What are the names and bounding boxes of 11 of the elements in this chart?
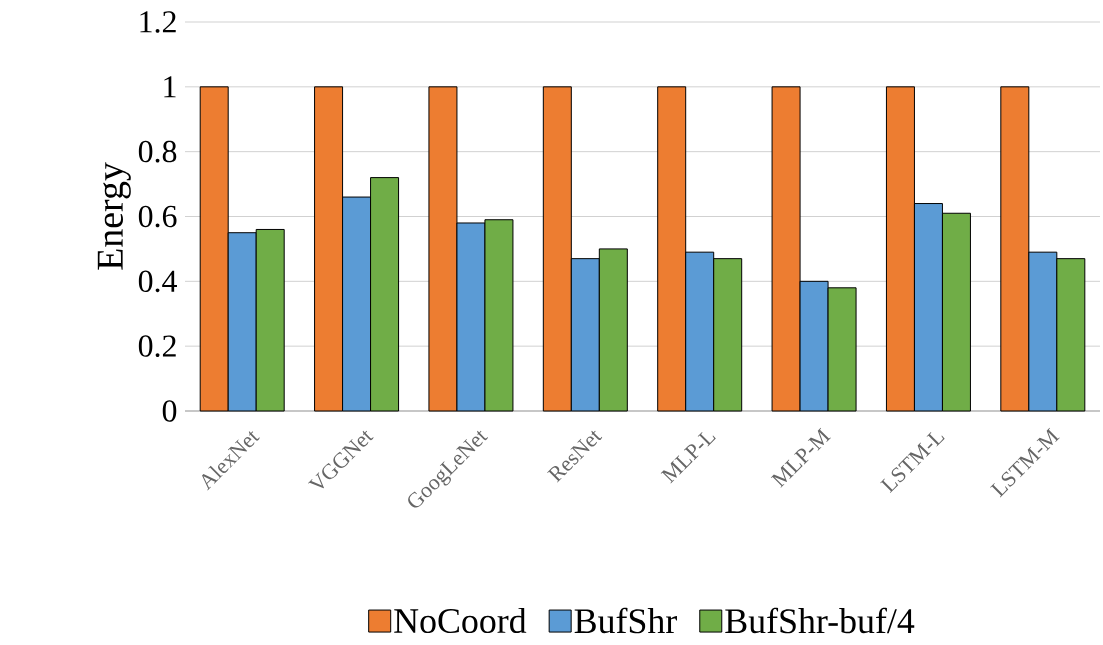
y-tick-label: 0.8 bbox=[138, 140, 177, 163]
y-tick-label: 1.2 bbox=[140, 11, 176, 33]
y-axis-title: Energy bbox=[97, 162, 131, 270]
legend-label: BufShr bbox=[574, 607, 677, 634]
y-tick-label: 1 bbox=[164, 76, 176, 98]
y-tick-label: 0.6 bbox=[138, 205, 177, 228]
y-tick-label: 0.2 bbox=[138, 335, 176, 357]
legend-label: BufShr-buf/4 bbox=[725, 607, 915, 634]
y-tick-label: 0 bbox=[162, 400, 177, 422]
legend-label: NoCoord bbox=[394, 607, 527, 634]
y-tick-label: 0.4 bbox=[138, 270, 177, 293]
